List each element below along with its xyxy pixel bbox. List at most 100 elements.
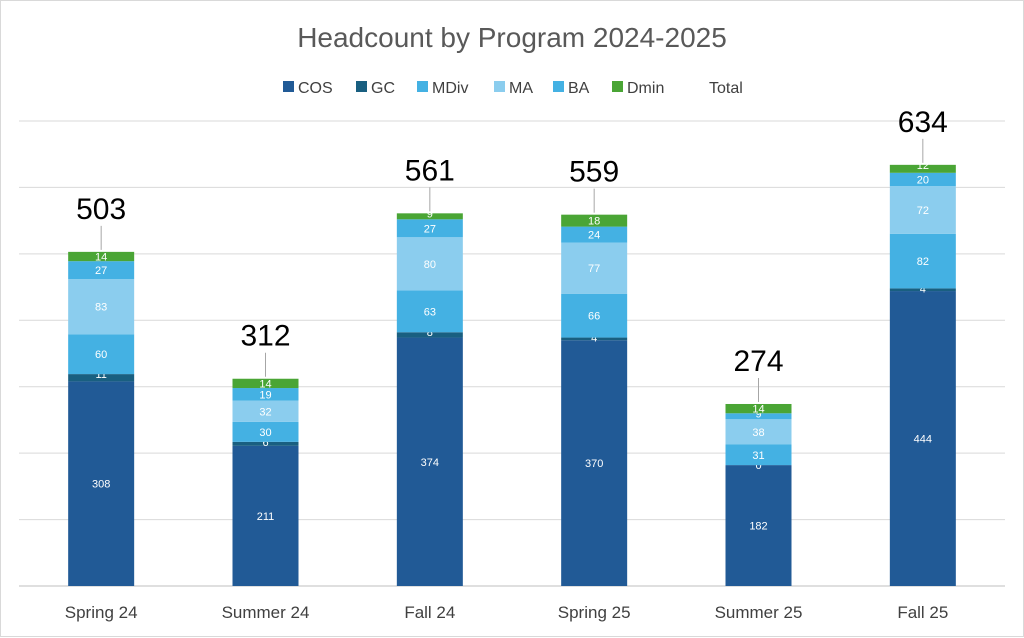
data-label-ba: 20 [917, 174, 929, 186]
bar-segment-ba [232, 388, 299, 401]
data-label-ma: 32 [259, 406, 271, 418]
bar-segment-dmin [889, 164, 956, 173]
bar-segment-ba [725, 413, 792, 420]
bar-segment-gc [232, 441, 299, 446]
bar-segment-ma [725, 419, 792, 445]
legend-label-mdiv: MDiv [432, 80, 468, 97]
data-label-gc: 4 [591, 333, 597, 345]
data-label-ba: 9 [755, 408, 761, 420]
bar-segment-cos [561, 340, 628, 586]
legend-swatch-gc [356, 81, 367, 92]
legend-swatch-ma [494, 81, 505, 92]
total-label: 274 [733, 345, 783, 378]
bar-segment-dmin [561, 214, 628, 227]
bar-segment-gc [396, 332, 463, 338]
total-label: 561 [405, 154, 455, 187]
legend-label-dmin: Dmin [627, 80, 664, 97]
x-axis-ticks: Spring 24 Summer 24 Fall 24 Spring 25 Summer… [65, 603, 949, 622]
legend: COS GC MDiv MA BA Dmin Total [283, 80, 743, 97]
bar-segment-ma [396, 237, 463, 291]
data-label-ba: 24 [588, 230, 600, 242]
data-label-ba: 27 [95, 265, 107, 277]
bar-segment-dmin [725, 403, 792, 414]
bar-segment-mdiv [889, 233, 956, 289]
legend-swatch-ba [553, 81, 564, 92]
data-label-ma: 83 [95, 302, 107, 314]
bar-segment-ma [561, 242, 628, 294]
data-label-mdiv: 82 [917, 256, 929, 268]
legend-swatch-mdiv [417, 81, 428, 92]
bars: 3081160832714211630321914374863802793704… [68, 160, 956, 586]
data-label-cos: 182 [749, 521, 767, 533]
data-label-mdiv: 60 [95, 349, 107, 361]
data-label-cos: 374 [421, 457, 439, 469]
bar-segment-cos [68, 381, 135, 586]
data-label-ma: 38 [752, 427, 764, 439]
bar-segment-ma [232, 400, 299, 422]
data-label-ma: 77 [588, 263, 600, 275]
bar-segment-ba [68, 261, 135, 280]
total-label: 559 [569, 156, 619, 189]
data-label-mdiv: 66 [588, 311, 600, 323]
data-label-gc: 4 [920, 283, 926, 295]
legend-swatch-dmin [612, 81, 623, 92]
total-label: 312 [240, 320, 290, 353]
bar-segment-cos [889, 291, 956, 586]
bar-segment-mdiv [396, 290, 463, 333]
bar-segment-cos [396, 337, 463, 586]
bar-segment-ba [396, 219, 463, 238]
x-tick-label: Summer 25 [715, 603, 803, 622]
data-label-dmin: 12 [917, 160, 929, 172]
bar-segment-cos [725, 465, 792, 586]
data-label-ma: 72 [917, 205, 929, 217]
bar-segment-ba [561, 226, 628, 243]
data-label-dmin: 14 [259, 378, 271, 390]
x-tick-label: Spring 25 [558, 603, 631, 622]
bar-segment-mdiv [725, 444, 792, 466]
bar-segment-gc [561, 337, 628, 341]
data-label-dmin: 14 [95, 252, 107, 264]
legend-label-gc: GC [371, 80, 395, 97]
data-label-gc: 8 [427, 327, 433, 339]
legend-label-cos: COS [298, 80, 333, 97]
legend-swatch-cos [283, 81, 294, 92]
gridlines [19, 120, 1005, 587]
data-label-cos: 444 [914, 434, 932, 446]
legend-label-ma: MA [509, 80, 533, 97]
data-label-cos: 211 [257, 511, 275, 523]
x-tick-label: Spring 24 [65, 603, 138, 622]
data-label-ba: 19 [259, 389, 271, 401]
x-tick-label: Summer 24 [222, 603, 310, 622]
data-label-mdiv: 31 [752, 450, 764, 462]
bar-segment-dmin [396, 213, 463, 220]
data-label-dmin: 9 [427, 208, 433, 220]
bar-segment-ma [889, 186, 956, 234]
data-label-gc: 6 [262, 437, 268, 449]
bar-segment-ma [68, 279, 135, 335]
data-label-dmin: 18 [588, 216, 600, 228]
data-label-cos: 370 [585, 458, 603, 470]
chart-title: Headcount by Program 2024-2025 [297, 22, 727, 53]
x-tick-label: Fall 24 [404, 603, 455, 622]
data-label-dmin: 14 [752, 404, 764, 416]
bar-segment-mdiv [68, 334, 135, 375]
bar-segment-cos [232, 445, 299, 586]
x-tick-label: Fall 25 [897, 603, 948, 622]
data-label-gc: 0 [755, 460, 761, 472]
total-label: 503 [76, 193, 126, 226]
data-label-cos: 308 [92, 479, 110, 491]
data-label-ma: 80 [424, 259, 436, 271]
bar-segment-ba [889, 172, 956, 187]
data-label-ba: 27 [424, 223, 436, 235]
bar-segment-gc [889, 288, 956, 292]
data-label-mdiv: 30 [259, 427, 271, 439]
data-label-mdiv: 63 [424, 306, 436, 318]
legend-label-total: Total [709, 80, 743, 97]
total-label: 634 [898, 106, 948, 139]
bar-segment-dmin [68, 251, 135, 262]
legend-label-ba: BA [568, 80, 590, 97]
bar-segment-mdiv [232, 421, 299, 442]
